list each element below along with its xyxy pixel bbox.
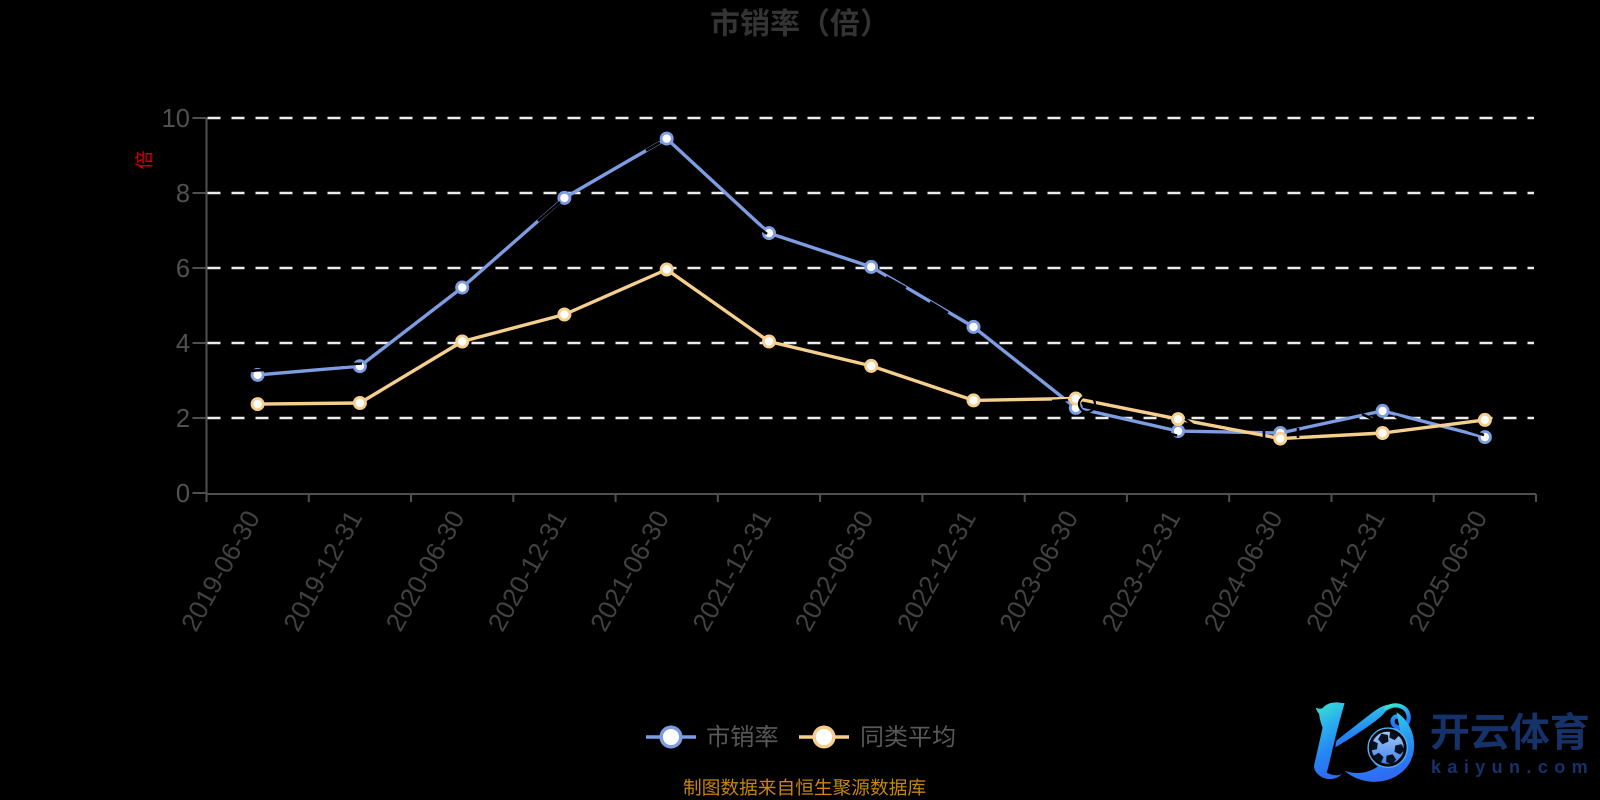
svg-text:kaiyun.com: kaiyun.com [1431, 757, 1594, 777]
svg-text:6: 6 [176, 255, 190, 283]
svg-text:4: 4 [176, 330, 190, 358]
svg-text:10: 10 [162, 105, 190, 133]
svg-text:0: 0 [176, 480, 190, 508]
svg-text:8: 8 [176, 180, 190, 208]
svg-text:2: 2 [176, 405, 190, 433]
